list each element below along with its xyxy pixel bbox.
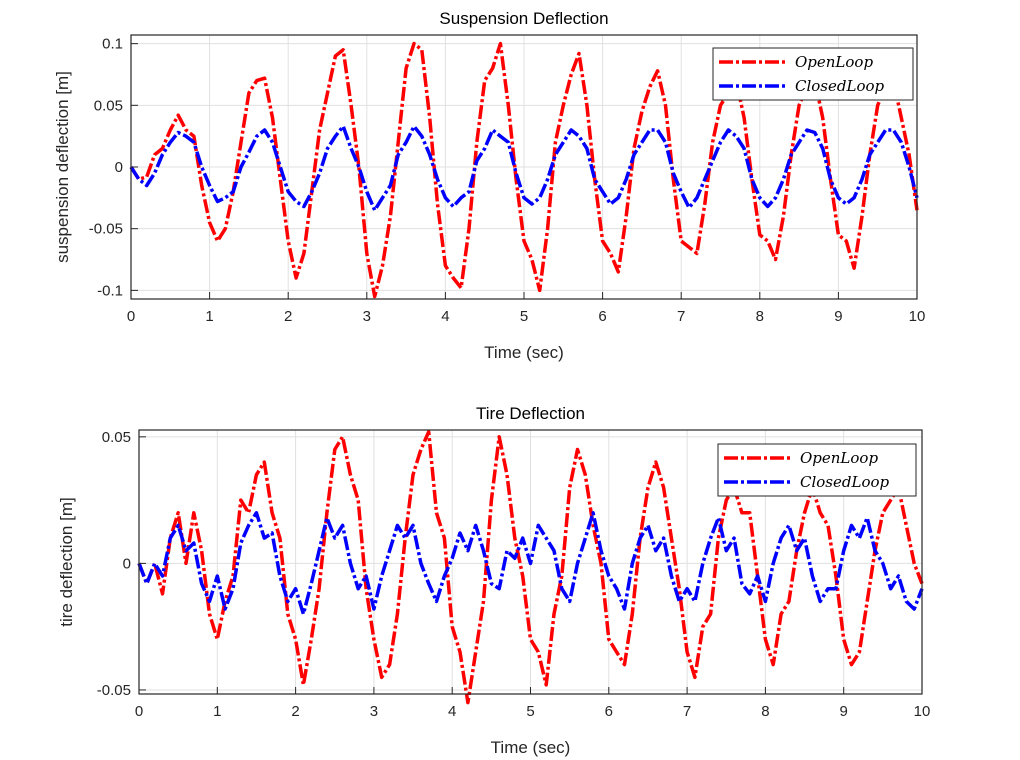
x-tick-label: 7: [683, 703, 691, 720]
x-axis-label: Time (sec): [484, 343, 564, 362]
y-tick-label: 0: [115, 159, 123, 176]
legend: OpenLoop ClosedLoop: [712, 47, 914, 101]
x-tick-label: 9: [834, 308, 842, 325]
x-tick-label: 5: [520, 308, 528, 325]
x-tick-label: 8: [761, 703, 769, 720]
x-tick-label: 6: [605, 703, 613, 720]
series-line-openloop: [137, 430, 924, 705]
x-tick-label: 2: [291, 703, 299, 720]
chart-title: Suspension Deflection: [439, 9, 608, 28]
y-axis-label: suspension deflection [m]: [53, 71, 72, 263]
x-tick-label: 4: [448, 703, 456, 720]
y-tick-label: -0.1: [97, 282, 123, 299]
x-tick-label: 0: [135, 703, 143, 720]
chart-title: Tire Deflection: [476, 404, 585, 423]
x-tick-label: 4: [441, 308, 449, 325]
x-tick-label: 3: [370, 703, 378, 720]
y-tick-label: 0.1: [102, 36, 123, 53]
legend-label-closedloop: ClosedLoop: [800, 473, 890, 491]
x-tick-label: 6: [598, 308, 606, 325]
legend-label-openloop: OpenLoop: [795, 53, 873, 71]
x-tick-label: 8: [756, 308, 764, 325]
y-axis-label: tire deflection [m]: [57, 497, 76, 626]
x-tick-label: 10: [914, 703, 931, 720]
x-tick-label: 9: [840, 703, 848, 720]
y-tick-label: 0.05: [94, 97, 123, 114]
y-tick-label: -0.05: [89, 221, 123, 238]
series-line-closedloop: [129, 124, 919, 212]
legend-box: [712, 47, 914, 101]
x-tick-label: 3: [363, 308, 371, 325]
legend: OpenLoop ClosedLoop: [717, 443, 917, 497]
legend-box: [717, 443, 917, 497]
x-tick-label: 1: [213, 703, 221, 720]
series-line-closedloop: [137, 511, 924, 616]
series-line-openloop: [129, 41, 919, 299]
x-tick-label: 1: [205, 308, 213, 325]
legend-label-closedloop: ClosedLoop: [795, 77, 885, 95]
x-tick-label: 10: [909, 308, 926, 325]
x-tick-label: 7: [677, 308, 685, 325]
x-tick-label: 0: [127, 308, 135, 325]
y-tick-label: 0.05: [102, 429, 131, 446]
y-tick-label: 0: [123, 555, 131, 572]
x-tick-label: 2: [284, 308, 292, 325]
subplot-suspension: 0 1 2 3 4 5 6 7 8 9 10 0.1 0.05 0 -0.05 -0.1 Suspension …: [53, 9, 925, 362]
y-tick-label: -0.05: [97, 682, 131, 699]
x-axis-label: Time (sec): [491, 738, 571, 757]
legend-label-openloop: OpenLoop: [800, 449, 878, 467]
x-tick-label: 5: [526, 703, 534, 720]
